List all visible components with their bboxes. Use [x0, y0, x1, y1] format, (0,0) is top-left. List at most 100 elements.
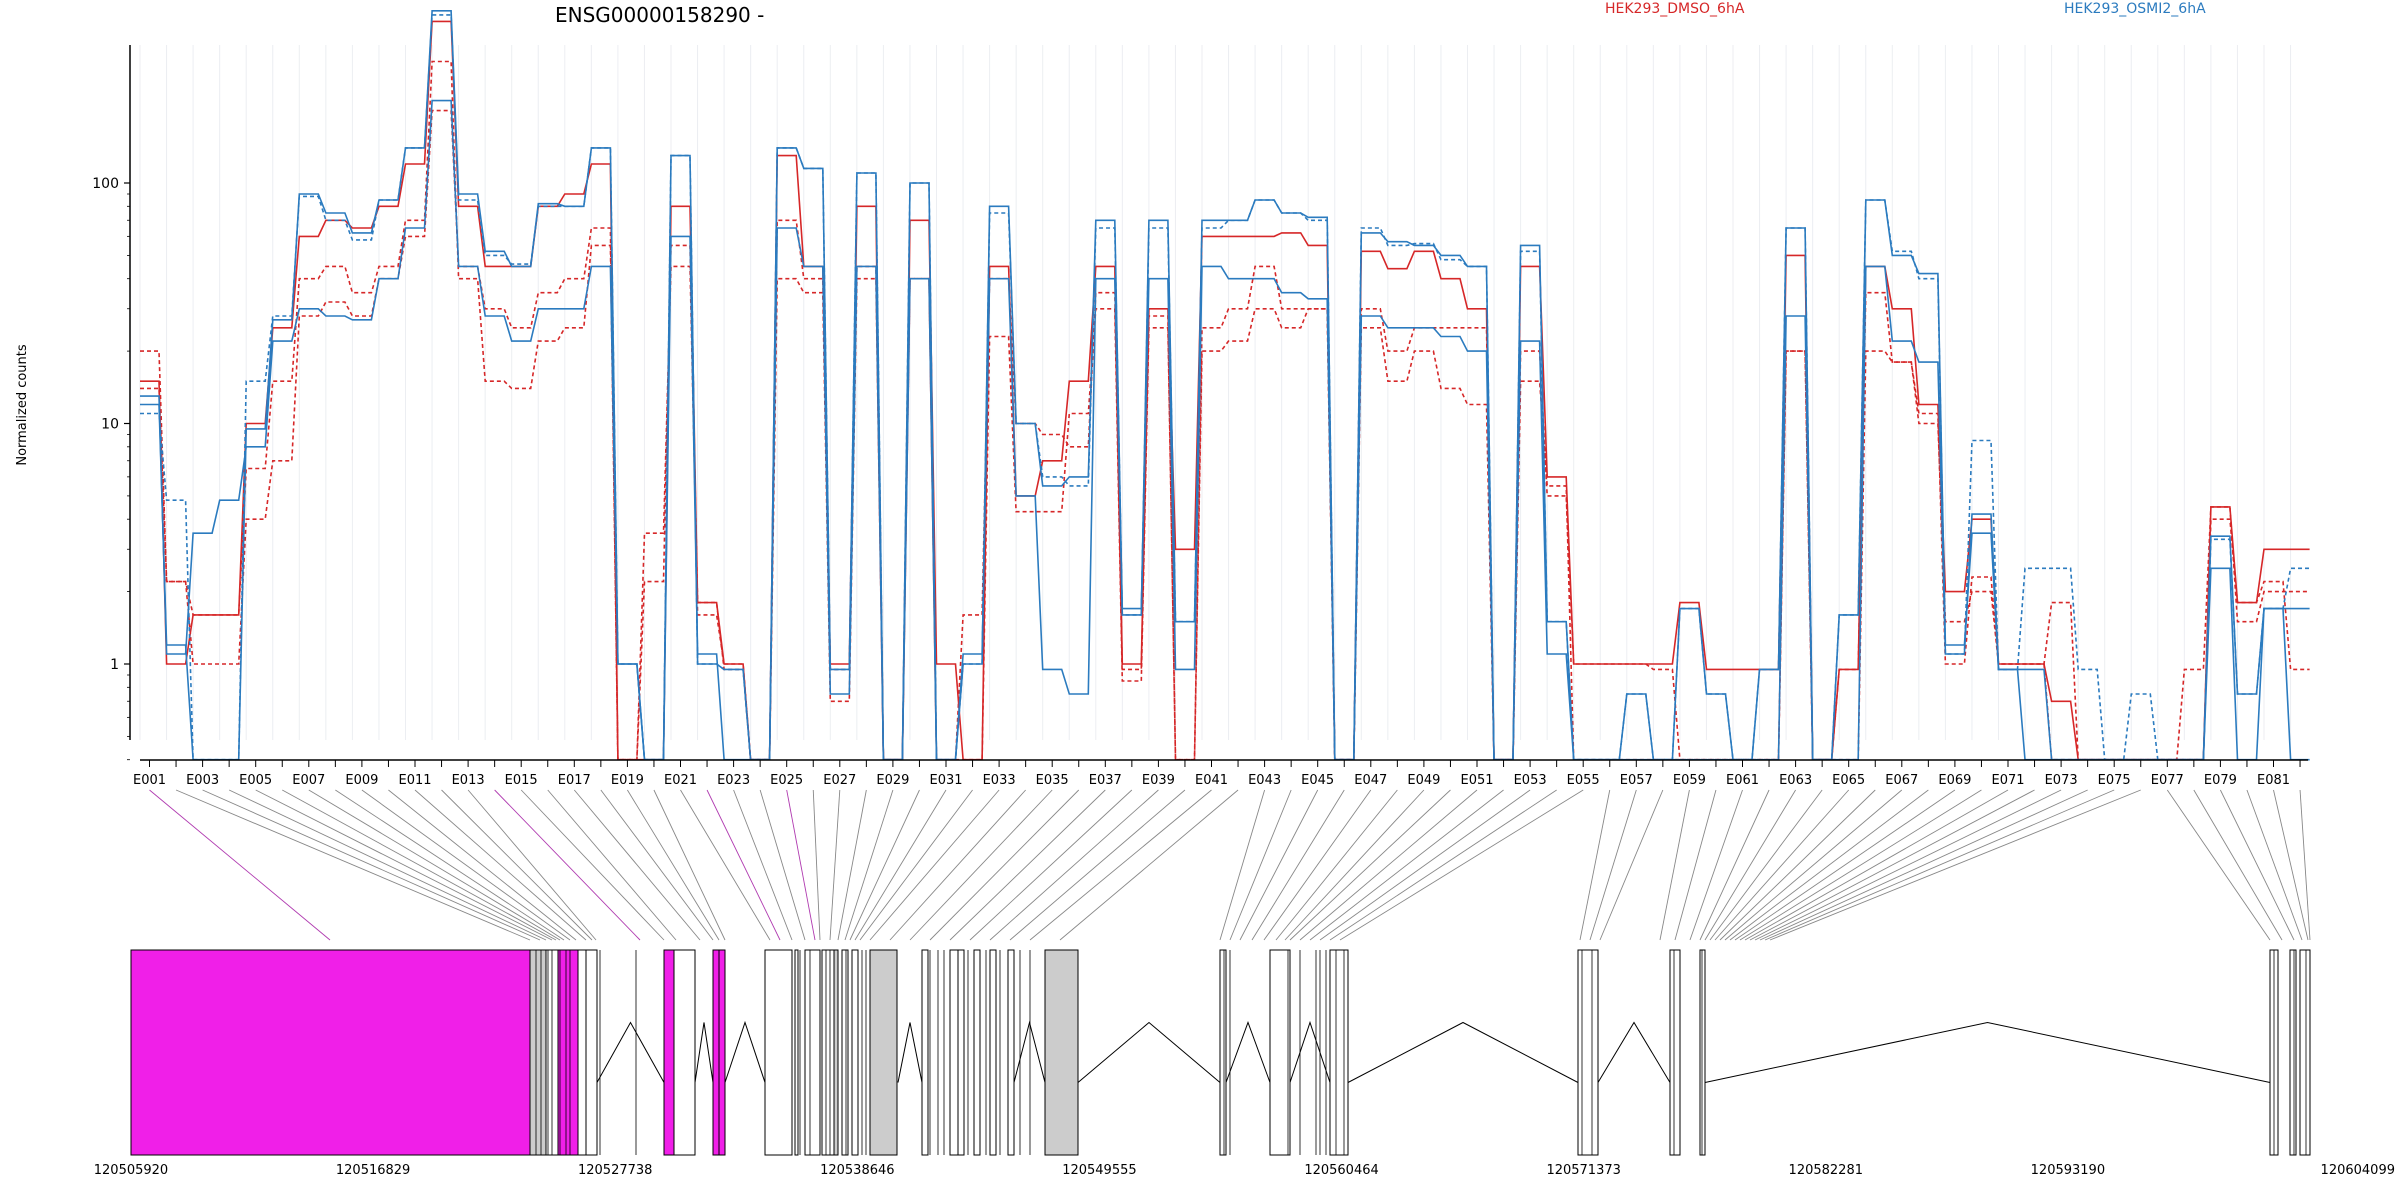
genomic-coordinate-axis: 120505920 120516829 120527738 120538646 1205… [94, 1163, 2395, 1178]
exon-connector [653, 789, 726, 941]
exon-connector [361, 789, 571, 941]
exon-connector [441, 789, 593, 941]
x-tick-label: E073 [2045, 773, 2078, 788]
exon-connector [2166, 789, 2271, 941]
gene-exon-block [557, 949, 579, 1156]
exon-connector [2219, 789, 2295, 941]
exon-connector [1739, 789, 1982, 941]
exon-connector [812, 789, 821, 941]
x-tick-label: E055 [1567, 773, 1600, 788]
exon-connector [2273, 789, 2309, 941]
legend-entry-osmi2: HEK293_OSMI2_6hA [2064, 1, 2206, 17]
x-tick-label: E069 [1938, 773, 1971, 788]
exon-connector [308, 789, 561, 941]
exon-connector [1239, 789, 1319, 941]
exon-connector [1749, 789, 2035, 941]
x-tick-label: E029 [876, 773, 909, 788]
exon-connector [949, 789, 1106, 941]
gene-exon-block [869, 949, 898, 1156]
gene-exon-block [973, 949, 981, 1156]
exon-connector [1309, 789, 1504, 941]
x-tick-label: E053 [1514, 773, 1547, 788]
gene-exon-block [1044, 949, 1079, 1156]
exon-connector [733, 789, 793, 941]
gene-exon-block [1699, 949, 1706, 1156]
intron-line [1013, 1020, 1046, 1083]
gene-exon-block [663, 949, 675, 1156]
exon-connector [869, 789, 1000, 941]
exon-connector [1229, 789, 1292, 941]
x-tick-label: E067 [1885, 773, 1918, 788]
y-tick-label: 1 [110, 657, 119, 673]
exon-connector [1674, 789, 1717, 941]
gene-exon-block [794, 949, 799, 1156]
exon-connectors [149, 789, 2311, 941]
x-tick-label: E045 [1301, 773, 1334, 788]
gene-exon-block [1577, 949, 1599, 1156]
exon-connector [1699, 789, 1770, 941]
exon-connector [680, 789, 771, 941]
x-tick-label: E027 [823, 773, 856, 788]
y-tick-label: 10 [101, 417, 119, 433]
exon-connector [228, 789, 547, 941]
exon-connector [255, 789, 553, 941]
gene-exon-block [1219, 949, 1227, 1156]
series-line [140, 14, 2310, 761]
intron-line [724, 1020, 766, 1083]
exon-connector [627, 789, 720, 941]
exon-connector [335, 789, 565, 941]
exon-connector [2246, 789, 2303, 941]
gene-exon-block [957, 949, 965, 1156]
exon-connector [2299, 789, 2311, 941]
x-tick-label: E037 [1089, 773, 1122, 788]
axes [129, 45, 2308, 761]
exon-connector [520, 789, 665, 941]
exon-connector [494, 789, 641, 941]
exon-connector [1659, 789, 1690, 941]
exon-connector [1764, 789, 2115, 941]
series-line [140, 10, 2310, 761]
genomic-coord-label: 120505920 [94, 1163, 168, 1178]
exon-connector [706, 789, 781, 941]
exon-connector [1689, 789, 1743, 941]
gene-exon-block [804, 949, 821, 1156]
exon-connector [1275, 789, 1398, 941]
intron-line [1597, 1021, 1671, 1083]
gridlines [139, 45, 2292, 740]
x-tick-label: E061 [1726, 773, 1759, 788]
x-tick-label: E079 [2204, 773, 2237, 788]
intron-line [897, 1022, 923, 1083]
exon-connector [929, 789, 1080, 941]
y-axis-label: Normalized counts [15, 344, 30, 466]
x-tick-label: E081 [2257, 773, 2290, 788]
exon-connector [282, 789, 557, 941]
exon-connector [889, 789, 1026, 941]
exon-connector [1319, 789, 1531, 941]
legend-entry-dmso: HEK293_DMSO_6hA [1605, 1, 1745, 17]
x-tick-label: E023 [717, 773, 750, 788]
exon-connector [837, 789, 867, 941]
x-tick-label: E025 [770, 773, 803, 788]
genomic-coord-label: 120538646 [820, 1163, 894, 1178]
x-tick-label: E043 [1248, 773, 1281, 788]
exon-connector [1299, 789, 1478, 941]
exon-connector [2193, 789, 2283, 941]
exon-connector [1734, 789, 1956, 941]
exon-connector [844, 789, 894, 941]
series-line [140, 20, 2310, 761]
exon-connector [1704, 789, 1796, 941]
x-tick-label: E015 [505, 773, 538, 788]
exon-connector [1714, 789, 1850, 941]
gene-exon-block [577, 949, 587, 1156]
exon-connector [1769, 789, 2141, 941]
series-line [140, 99, 2310, 761]
series-line [140, 109, 2310, 761]
intron-line [1077, 1021, 1221, 1083]
y-ticks: 1 10 100 [92, 176, 130, 761]
gene-exon-block [1007, 949, 1015, 1156]
exon-connector [854, 789, 947, 941]
x-tick-label: E003 [186, 773, 219, 788]
x-tick-label: E051 [1460, 773, 1493, 788]
gene-exon-block [130, 949, 531, 1156]
